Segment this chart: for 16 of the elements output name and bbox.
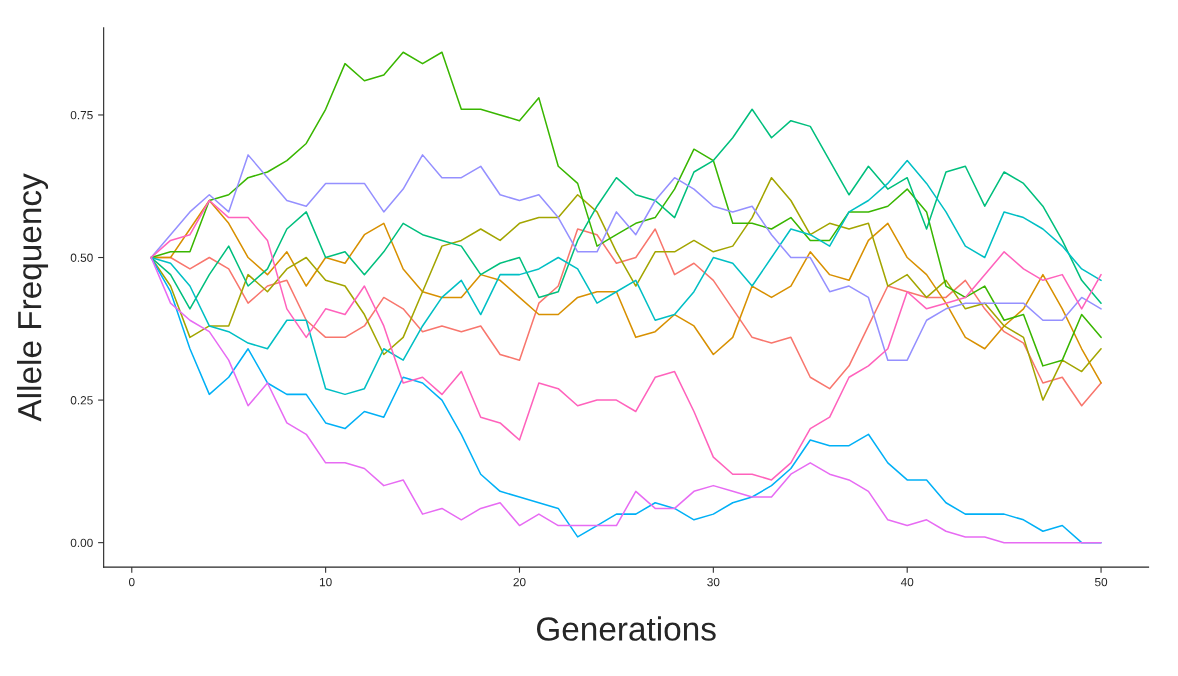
x-tick-label: 20 <box>513 577 526 587</box>
y-tick-label: 0.50 <box>70 253 93 262</box>
x-tick-label: 50 <box>1094 577 1108 587</box>
y-tick-label: 0.25 <box>70 396 93 405</box>
x-axis-title: Generations <box>537 616 716 641</box>
y-tick-label: 0.75 <box>70 111 93 120</box>
y-tick-label: 0.00 <box>70 538 93 548</box>
x-tick-label: 40 <box>900 577 914 587</box>
x-tick-label: 10 <box>319 577 332 587</box>
line-series <box>150 51 1102 367</box>
x-tick-label: 0 <box>128 577 135 587</box>
line-series <box>150 256 1102 544</box>
line-series <box>150 108 1102 310</box>
y-axis-title: Allele Frequency <box>16 173 49 422</box>
x-tick-label: 30 <box>707 577 720 587</box>
line-series <box>150 199 1102 481</box>
